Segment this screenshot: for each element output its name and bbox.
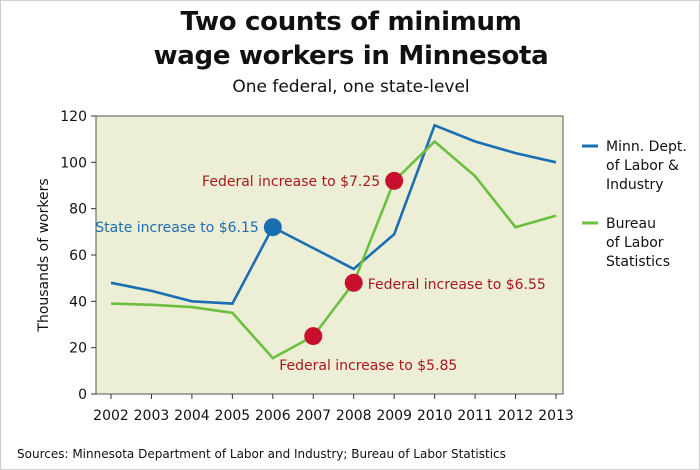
chart-subtitle: One federal, one state-level — [232, 77, 470, 97]
chart-title-line1: Two counts of minimum — [180, 7, 522, 37]
legend-label: Industry — [606, 177, 664, 193]
y-tick-label: 80 — [69, 202, 87, 218]
series-line-minn-dli — [110, 123, 557, 305]
chart-title-line2: wage workers in Minnesota — [153, 41, 549, 71]
x-tick-label: 2013 — [538, 408, 574, 424]
x-tick-label: 2009 — [376, 408, 412, 424]
y-tick-label: 40 — [69, 294, 87, 310]
x-tick-label: 2005 — [215, 408, 251, 424]
y-tick-label: 20 — [69, 341, 87, 357]
annotation-marker — [344, 273, 363, 292]
x-tick-label: 2002 — [93, 408, 129, 424]
annotation-marker — [385, 171, 404, 190]
annotation-marker — [263, 218, 282, 237]
x-tick-label: 2011 — [457, 408, 493, 424]
y-tick-label: 60 — [69, 248, 87, 264]
y-tick-label: 0 — [78, 387, 87, 403]
legend-label: Statistics — [606, 254, 670, 270]
x-tick-label: 2012 — [498, 408, 534, 424]
legend-label: of Labor & — [606, 158, 679, 174]
annotation-marker — [304, 327, 323, 346]
x-tick-label: 2004 — [174, 408, 210, 424]
legend-label: Minn. Dept. — [606, 139, 687, 155]
legend-label: of Labor — [606, 235, 664, 251]
x-tick-label: 2007 — [295, 408, 331, 424]
legend-label: Bureau — [606, 216, 656, 232]
x-tick-label: 2003 — [134, 408, 170, 424]
source-note: Sources: Minnesota Department of Labor a… — [17, 447, 506, 461]
y-tick-label: 100 — [60, 155, 87, 171]
annotation-label: Federal increase to $5.85 — [279, 358, 457, 374]
x-tick-label: 2010 — [417, 408, 453, 424]
series-line-bls — [110, 139, 557, 360]
x-tick-label: 2008 — [336, 408, 372, 424]
annotation-label: Federal increase to $7.25 — [202, 174, 380, 190]
annotation-label: Federal increase to $6.55 — [368, 277, 546, 293]
x-tick-label: 2006 — [255, 408, 291, 424]
y-axis-label: Thousands of workers — [36, 178, 52, 332]
annotation-label: State increase to $6.15 — [95, 220, 259, 236]
y-tick-label: 120 — [60, 109, 87, 125]
